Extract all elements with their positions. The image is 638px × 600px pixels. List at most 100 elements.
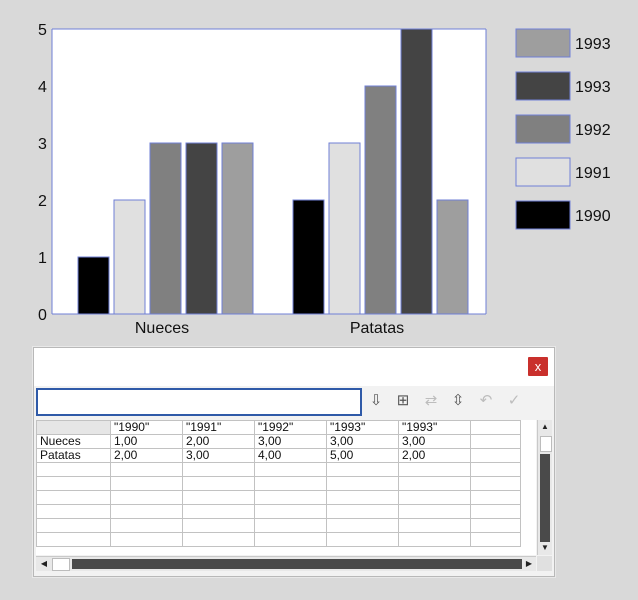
- horizontal-scroll-thumb[interactable]: [52, 558, 70, 571]
- data-cell[interactable]: [326, 532, 399, 547]
- data-cell[interactable]: [110, 490, 183, 505]
- data-cell[interactable]: [182, 532, 255, 547]
- data-cell[interactable]: [110, 462, 183, 477]
- bar-patatas-1993-3: [400, 28, 433, 315]
- y-tick-label: 1: [38, 250, 47, 267]
- horizontal-scrollbar[interactable]: ◀ ▶: [36, 556, 536, 571]
- data-cell[interactable]: [470, 504, 521, 519]
- scroll-right-icon[interactable]: ▶: [525, 559, 533, 568]
- vertical-scroll-track[interactable]: [540, 454, 550, 542]
- dialog-titlebar[interactable]: x: [34, 348, 554, 386]
- column-header-cell[interactable]: [470, 420, 521, 435]
- row-label-cell[interactable]: Patatas: [36, 448, 111, 463]
- data-cell[interactable]: [182, 518, 255, 533]
- data-cell[interactable]: [182, 490, 255, 505]
- column-header-cell[interactable]: "1993": [398, 420, 471, 435]
- data-cell[interactable]: 3,00: [182, 448, 255, 463]
- data-cell[interactable]: [110, 476, 183, 491]
- data-cell[interactable]: [398, 518, 471, 533]
- data-cell[interactable]: [110, 532, 183, 547]
- data-cell[interactable]: [326, 462, 399, 477]
- data-cell[interactable]: [398, 532, 471, 547]
- grid-corner-cell[interactable]: [36, 420, 111, 435]
- data-cell[interactable]: [470, 448, 521, 463]
- bar-nueces-1991-1: [113, 199, 146, 315]
- bar-nueces-1993-4: [221, 142, 254, 315]
- data-cell[interactable]: 5,00: [326, 448, 399, 463]
- data-cell[interactable]: 2,00: [182, 434, 255, 449]
- data-cell[interactable]: 1,00: [110, 434, 183, 449]
- data-cell[interactable]: [470, 490, 521, 505]
- data-cell[interactable]: [326, 476, 399, 491]
- y-tick-label: 5: [38, 22, 47, 39]
- import-data-icon[interactable]: ⇩: [369, 392, 383, 409]
- close-button[interactable]: x: [528, 357, 548, 376]
- horizontal-scroll-track[interactable]: [72, 559, 522, 569]
- row-label-cell[interactable]: [36, 462, 111, 477]
- cell-value-input[interactable]: [36, 388, 362, 416]
- switch-xy-icon[interactable]: ⇄: [424, 392, 438, 409]
- row-label-cell[interactable]: Nueces: [36, 434, 111, 449]
- column-header-cell[interactable]: "1993": [326, 420, 399, 435]
- scroll-left-icon[interactable]: ◀: [40, 559, 48, 568]
- table-row: [36, 518, 521, 533]
- y-tick-label: 2: [38, 193, 47, 210]
- transpose-icon[interactable]: ⊞: [396, 392, 410, 409]
- data-cell[interactable]: [326, 518, 399, 533]
- data-cell[interactable]: [182, 504, 255, 519]
- row-label-cell[interactable]: [36, 476, 111, 491]
- legend-label: 1992: [575, 122, 611, 139]
- scroll-down-icon[interactable]: ▼: [541, 543, 549, 552]
- data-cell[interactable]: 4,00: [254, 448, 327, 463]
- bars-group: [77, 28, 469, 315]
- data-cell[interactable]: [182, 462, 255, 477]
- data-cell[interactable]: [470, 518, 521, 533]
- vertical-scroll-thumb[interactable]: [540, 436, 552, 452]
- y-tick-label: 4: [38, 79, 47, 96]
- data-cell[interactable]: [398, 490, 471, 505]
- apply-icon[interactable]: ✓: [507, 392, 521, 409]
- vertical-scrollbar[interactable]: ▲ ▼: [537, 420, 552, 555]
- scroll-up-icon[interactable]: ▲: [541, 422, 549, 431]
- data-cell[interactable]: [110, 518, 183, 533]
- column-header-cell[interactable]: "1991": [182, 420, 255, 435]
- data-cell[interactable]: [470, 434, 521, 449]
- bar-nueces-1992-2: [149, 142, 182, 315]
- data-cell[interactable]: [470, 532, 521, 547]
- data-cell[interactable]: 3,00: [398, 434, 471, 449]
- row-label-cell[interactable]: [36, 490, 111, 505]
- data-cell[interactable]: [110, 504, 183, 519]
- data-cell[interactable]: [326, 504, 399, 519]
- data-cell[interactable]: [182, 476, 255, 491]
- column-header-cell[interactable]: "1990": [110, 420, 183, 435]
- cell-style-icon[interactable]: ⇳: [451, 392, 465, 409]
- legend: 1993 1993 1992 1991 1990: [515, 28, 611, 230]
- data-cell[interactable]: [254, 532, 327, 547]
- data-cell[interactable]: [470, 476, 521, 491]
- row-label-cell[interactable]: [36, 518, 111, 533]
- data-cell[interactable]: [254, 518, 327, 533]
- data-cell[interactable]: [254, 490, 327, 505]
- row-label-cell[interactable]: [36, 532, 111, 547]
- revert-icon[interactable]: ↶: [479, 392, 493, 409]
- bar-nueces-1993-3: [185, 142, 218, 315]
- data-cell[interactable]: [326, 490, 399, 505]
- legend-label: 1991: [575, 165, 611, 182]
- data-cell[interactable]: 2,00: [110, 448, 183, 463]
- table-row: Nueces 1,00 2,00 3,00 3,00 3,00: [36, 434, 521, 449]
- row-label-cell[interactable]: [36, 504, 111, 519]
- dialog-toolbar: ⇩ ⊞ ⇄ ⇳ ↶ ✓: [34, 386, 554, 418]
- data-cell[interactable]: [254, 504, 327, 519]
- table-row: [36, 462, 521, 477]
- data-cell[interactable]: [398, 476, 471, 491]
- data-cell[interactable]: 3,00: [254, 434, 327, 449]
- data-cell[interactable]: [254, 462, 327, 477]
- data-cell[interactable]: [254, 476, 327, 491]
- data-cell[interactable]: 2,00: [398, 448, 471, 463]
- data-cell[interactable]: 3,00: [326, 434, 399, 449]
- data-cell[interactable]: [398, 504, 471, 519]
- data-cell[interactable]: [470, 462, 521, 477]
- column-header-cell[interactable]: "1992": [254, 420, 327, 435]
- table-row: [36, 532, 521, 547]
- data-cell[interactable]: [398, 462, 471, 477]
